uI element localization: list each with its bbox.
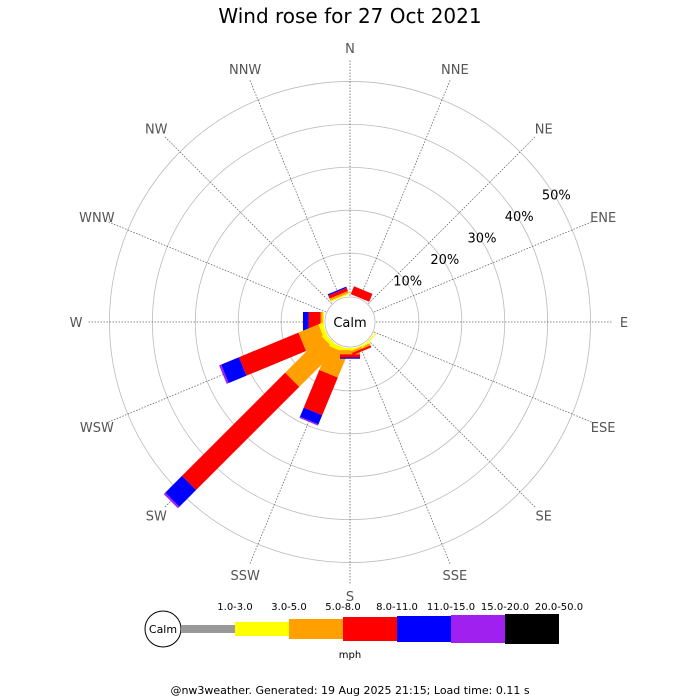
legend-swatch-8.0-11.0 xyxy=(343,617,397,641)
bar-nne xyxy=(350,286,373,302)
spoke-nne xyxy=(359,79,451,299)
direction-label-w: W xyxy=(70,316,83,331)
legend-calm-label: Calm xyxy=(149,623,177,636)
bar-segment-sw-11.0-15.0 xyxy=(165,475,197,507)
bar-segment-s-11.0-15.0 xyxy=(340,357,360,359)
radial-tick-label: 30% xyxy=(468,232,497,247)
bar-wsw xyxy=(219,322,330,384)
direction-label-ssw: SSW xyxy=(230,569,260,584)
legend-label-3.0-5.0: 3.0-5.0 xyxy=(271,602,306,613)
spoke-ese xyxy=(373,331,593,423)
radial-tick-label: 50% xyxy=(542,189,571,204)
spoke-ene xyxy=(373,221,593,313)
grid-circle-50pct xyxy=(109,81,591,563)
tick-labels: 10% 20% 30% 40% 50% xyxy=(393,189,571,290)
legend-unit-label: mph xyxy=(339,650,361,661)
legend-label-1.0-3.0: 1.0-3.0 xyxy=(217,602,252,613)
grid-circle-20pct xyxy=(237,209,463,435)
direction-label-n: N xyxy=(345,42,355,57)
legend-swatch-3.0-5.0 xyxy=(235,622,289,636)
direction-label-sse: SSE xyxy=(442,569,467,584)
legend: Calm 1.0-3.0 3.0-5.0 5.0-8.0 8.0-11.0 11.0-15… xyxy=(144,602,583,661)
bar-segment-s-8.0-11.0 xyxy=(340,354,360,358)
bar-segment-se-3.0-5.0 xyxy=(361,333,377,349)
direction-label-wnw: WNW xyxy=(79,211,115,226)
legend-label-8.0-11.0: 8.0-11.0 xyxy=(376,602,418,613)
calm-label: Calm xyxy=(333,316,366,331)
legend-label-11.0-15.0: 11.0-15.0 xyxy=(427,602,475,613)
spoke-wnw xyxy=(107,221,327,313)
bar-layer xyxy=(163,286,377,509)
bar-segment-sse-5.0-8.0 xyxy=(351,343,371,354)
grid-layer xyxy=(109,81,591,563)
bar-segment-sw-8.0-11.0 xyxy=(181,372,300,491)
direction-label-ne: NE xyxy=(535,122,553,137)
direction-label-e: E xyxy=(620,316,628,331)
bar-segment-w-11.0-15.0 xyxy=(302,312,309,332)
chart-title: Wind rose for 27 Oct 2021 xyxy=(218,4,482,28)
bar-segment-nnw-8.0-11.0 xyxy=(328,287,348,299)
bar-segment-ssw-8.0-11.0 xyxy=(303,369,338,416)
legend-label-20.0-50.0: 20.0-50.0 xyxy=(535,602,583,613)
bar-segment-ssw-15.0-20.0 xyxy=(299,416,319,426)
bar-segment-sw-5.0-8.0 xyxy=(285,336,336,387)
direction-labels: N NNE NE ENE E ESE SE SSE S SSW SW WSW W WNW NW NNW xyxy=(70,42,629,605)
bar-segment-sw-15.0-20.0 xyxy=(163,492,180,509)
direction-label-s: S xyxy=(346,590,354,605)
radial-tick-label: 40% xyxy=(505,210,534,225)
spoke-nw xyxy=(164,136,332,304)
direction-label-ene: ENE xyxy=(590,211,616,226)
legend-label-5.0-8.0: 5.0-8.0 xyxy=(325,602,360,613)
legend-swatch-11.0-15.0 xyxy=(397,616,451,642)
direction-label-sw: SW xyxy=(146,510,167,525)
calm-circle xyxy=(324,296,376,348)
radial-tick-label: 20% xyxy=(430,253,459,268)
spoke-sse xyxy=(359,345,451,565)
legend-swatch-20.0-50.0 xyxy=(505,614,559,644)
legend-swatch-1.0-3.0 xyxy=(181,625,235,633)
bar-segment-nnw-11.0-15.0 xyxy=(327,286,347,296)
bar-nnw xyxy=(327,286,350,302)
radial-tick-label: 10% xyxy=(393,275,422,290)
bar-segment-sse-8.0-11.0 xyxy=(352,345,372,356)
bar-segment-wsw-8.0-11.0 xyxy=(238,332,307,376)
grid-circle-30pct xyxy=(194,166,506,478)
spoke-ne xyxy=(368,136,536,304)
legend-swatch-5.0-8.0 xyxy=(289,619,343,639)
bar-segment-wsw-15.0-20.0 xyxy=(219,364,229,384)
legend-label-15.0-20.0: 15.0-20.0 xyxy=(481,602,529,613)
bar-segment-nne-8.0-11.0 xyxy=(350,286,373,302)
direction-label-nnw: NNW xyxy=(229,63,261,78)
bar-segment-nnw-5.0-8.0 xyxy=(329,290,349,301)
legend-swatch-15.0-20.0 xyxy=(451,615,505,643)
direction-label-se: SE xyxy=(536,510,552,525)
footer-text: @nw3weather. Generated: 19 Aug 2025 21:1… xyxy=(170,684,530,697)
direction-label-wsw: WSW xyxy=(80,421,114,436)
direction-label-nne: NNE xyxy=(441,63,469,78)
direction-label-nw: NW xyxy=(145,122,168,137)
direction-label-ese: ESE xyxy=(591,421,616,436)
spoke-nnw xyxy=(249,79,341,299)
bar-se xyxy=(361,333,377,349)
spoke-se xyxy=(368,340,536,508)
bar-segment-wsw-11.0-15.0 xyxy=(221,357,247,384)
bar-segment-nnw-3.0-5.0 xyxy=(330,292,350,302)
calm-layer: Calm xyxy=(324,296,376,348)
bar-segment-ssw-11.0-15.0 xyxy=(299,407,323,425)
